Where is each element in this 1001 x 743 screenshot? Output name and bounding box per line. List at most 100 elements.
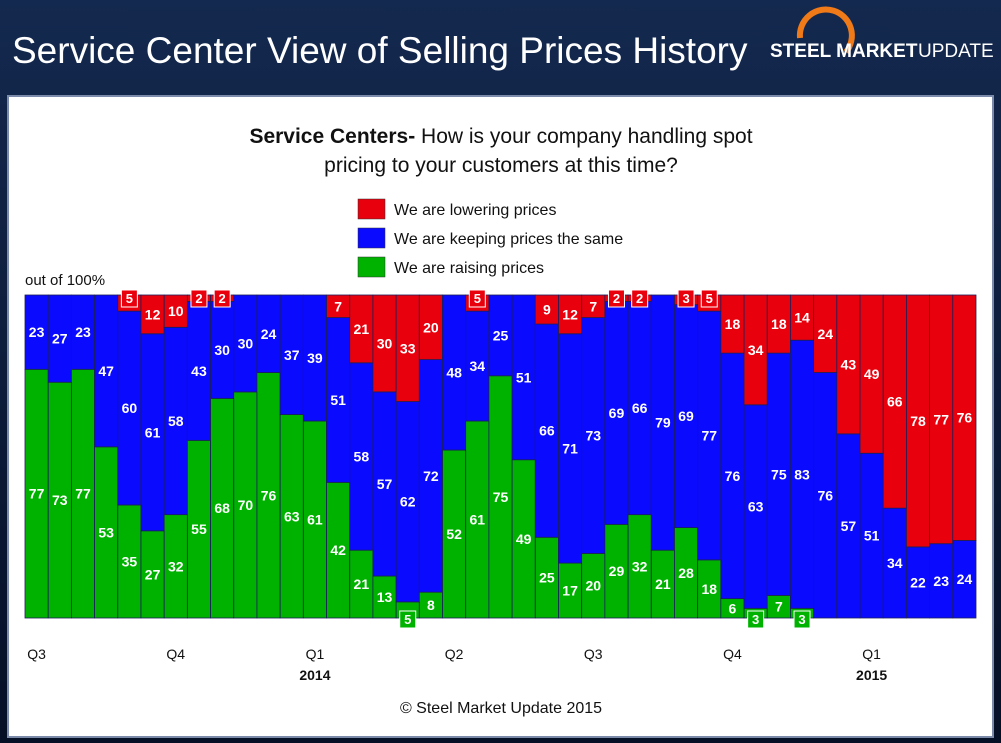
data-label: 7	[589, 298, 597, 314]
chart-title-prefix: Service Centers-	[249, 125, 416, 148]
data-label: 70	[238, 497, 254, 513]
data-label: 77	[75, 486, 91, 502]
data-label: 72	[423, 468, 439, 484]
data-label: 55	[191, 521, 207, 537]
data-label: 2	[219, 291, 226, 306]
data-label: 32	[168, 558, 184, 574]
x-tick-label: Q1	[306, 646, 325, 662]
data-label: 18	[725, 316, 741, 332]
footer: © Steel Market Update 2015	[400, 700, 602, 717]
data-label: 42	[330, 542, 346, 558]
data-label: 52	[446, 526, 462, 542]
logo: STEEL MARKET UPDATE	[770, 6, 994, 62]
data-label: 24	[817, 326, 833, 342]
data-label: 29	[609, 563, 625, 579]
logo-swoosh	[796, 6, 855, 54]
data-label: 83	[794, 466, 810, 482]
data-label-box	[399, 610, 417, 629]
data-label: 21	[655, 576, 671, 592]
data-label: 48	[446, 365, 462, 381]
data-label: 58	[354, 449, 370, 465]
data-label: 68	[214, 500, 230, 516]
data-label: 66	[539, 423, 555, 439]
data-label: 30	[377, 335, 393, 351]
data-label-box	[213, 289, 231, 308]
data-label: 34	[887, 555, 903, 571]
data-label: 61	[145, 424, 161, 440]
data-label: 79	[655, 415, 671, 431]
data-label: 62	[400, 494, 416, 510]
data-label: 24	[957, 571, 973, 587]
data-label: 8	[427, 597, 435, 613]
data-label-box	[120, 289, 138, 308]
data-label: 66	[632, 400, 648, 416]
data-label: 51	[516, 369, 532, 385]
data-label: 7	[775, 599, 783, 615]
data-label: 51	[330, 392, 346, 408]
x-tick-label: Q4	[723, 646, 742, 662]
data-label: 18	[771, 316, 787, 332]
data-label-box	[468, 289, 486, 308]
x-tick-label: Q4	[166, 646, 185, 662]
data-label: 61	[470, 511, 486, 527]
data-label: 2	[636, 291, 643, 306]
legend-label: We are lowering prices	[394, 202, 556, 219]
data-label: 32	[632, 558, 648, 574]
y-axis-label: out of 100%	[25, 272, 105, 289]
data-label: 25	[539, 570, 555, 586]
x-year-label: 2015	[856, 667, 887, 683]
data-label: 12	[562, 306, 578, 322]
data-label: 27	[145, 566, 161, 582]
data-label: 35	[122, 553, 138, 569]
data-label: 60	[122, 400, 138, 416]
data-label-box	[190, 289, 208, 308]
x-tick-label: Q3	[584, 646, 603, 662]
legend-swatch	[357, 256, 386, 278]
logo-text: UPDATE	[918, 41, 994, 62]
data-label: 78	[910, 413, 926, 429]
x-tick-label: Q2	[445, 646, 464, 662]
legend-swatch	[357, 227, 386, 249]
data-label: 53	[98, 524, 114, 540]
data-label: 5	[706, 291, 713, 306]
data-label: 63	[748, 499, 764, 515]
data-label: 23	[933, 573, 949, 589]
legend-label: We are raising prices	[394, 260, 544, 277]
data-label: 58	[168, 413, 184, 429]
data-label: 5	[126, 291, 133, 306]
data-label: 22	[910, 574, 926, 590]
data-label: 71	[562, 440, 578, 456]
data-label: 14	[794, 310, 810, 326]
data-label: 3	[752, 612, 759, 627]
data-label: 10	[168, 303, 184, 319]
data-label: 25	[493, 327, 509, 343]
data-label: 51	[864, 528, 880, 544]
data-label: 39	[307, 350, 323, 366]
data-label: 7	[334, 298, 342, 314]
data-label: 69	[678, 408, 694, 424]
data-label: 77	[701, 428, 717, 444]
data-label: 63	[284, 508, 300, 524]
data-label: 9	[543, 302, 551, 318]
data-label: 27	[52, 331, 68, 347]
data-label: 75	[771, 466, 787, 482]
data-label: 23	[75, 324, 91, 340]
chart-title-text: How is your company handling spot pricin…	[324, 125, 753, 177]
data-label: 57	[377, 476, 393, 492]
chart-title: Service Centers- How is your company han…	[216, 122, 786, 180]
data-label: 73	[585, 428, 601, 444]
data-label-box	[747, 610, 765, 629]
data-label: 3	[682, 291, 689, 306]
bar-segment	[952, 294, 977, 541]
legend-swatch	[357, 198, 386, 220]
data-label: 21	[354, 576, 370, 592]
data-label: 34	[470, 358, 486, 374]
plot: We are lowering prices We are keeping pri…	[24, 198, 977, 683]
data-label: 28	[678, 565, 694, 581]
data-label: 30	[238, 335, 254, 351]
data-label: 47	[98, 363, 114, 379]
data-label: 76	[725, 468, 741, 484]
x-tick-label: Q1	[862, 646, 881, 662]
x-year-label: 2014	[299, 667, 330, 683]
data-label: 49	[864, 366, 880, 382]
